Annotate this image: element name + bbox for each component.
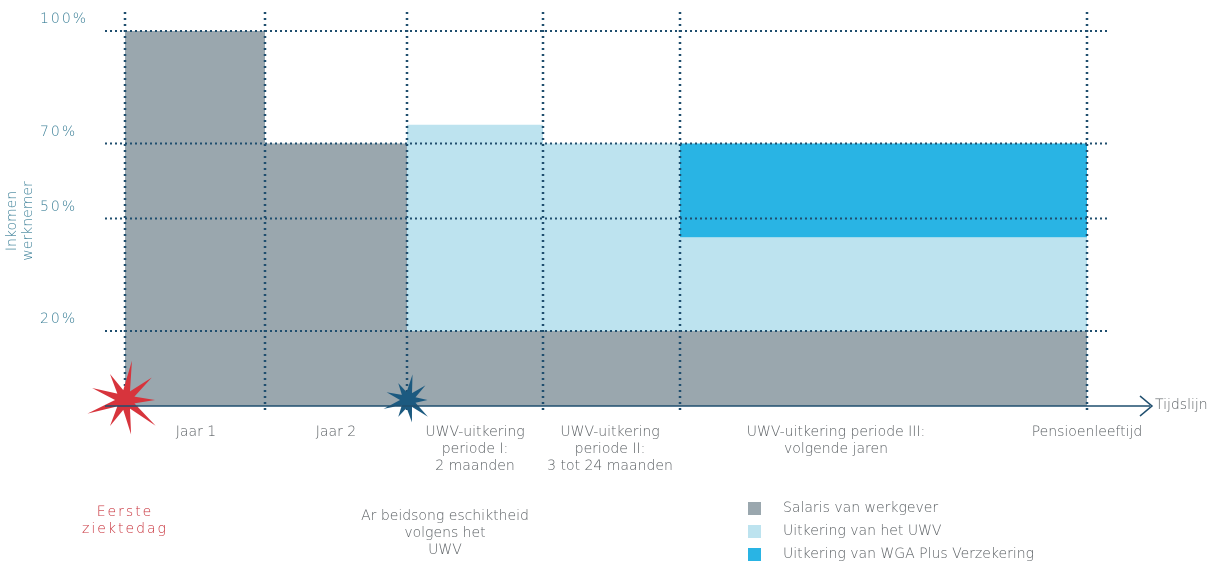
bar-segment [680, 237, 1087, 331]
bar-segment [543, 143, 680, 331]
x-axis-label: Tijdslijn [1155, 397, 1208, 413]
y-tick-label: 70% [40, 123, 78, 140]
x-tick-label: Jaar 1 [175, 424, 217, 440]
y-tick-label: 20% [40, 311, 78, 327]
bar-segment [407, 331, 543, 406]
bar-segment [407, 124, 543, 331]
annotation: Eerste ziektedag [82, 504, 168, 537]
legend-label: Uitkering van WGA Plus Verzekering [783, 546, 1035, 562]
y-tick-label: 100% [40, 11, 89, 27]
legend-swatch [748, 548, 761, 561]
axis-arrow [1139, 395, 1154, 417]
x-tick-label: UWV-uitkering periode II: 3 tot 24 maand… [547, 424, 673, 474]
y-tick-label: 50% [40, 198, 78, 215]
legend-label: Salaris van werkgever [783, 500, 939, 516]
burst-icon [87, 360, 156, 435]
burst-icon [383, 374, 428, 423]
bar-segment [265, 143, 407, 406]
legend-swatch [748, 502, 761, 515]
bar-segment [680, 143, 1087, 238]
y-axis-label: Inkomen werknemer [4, 181, 36, 261]
bar-segment [680, 331, 1087, 406]
end-label: Pensioenleeftijd [1031, 424, 1143, 440]
x-tick-label: Jaar 2 [315, 424, 357, 440]
x-tick-label: UWV-uitkering periode I: 2 maanden [425, 424, 525, 474]
bar-segment [543, 331, 680, 406]
annotation: Ar beidsong eschiktheid volgens het UWV [361, 508, 529, 558]
legend-swatch [748, 525, 761, 538]
legend-label: Uitkering van het UWV [783, 523, 942, 539]
x-tick-label: UWV-uitkering periode III: volgende jare… [746, 424, 926, 457]
